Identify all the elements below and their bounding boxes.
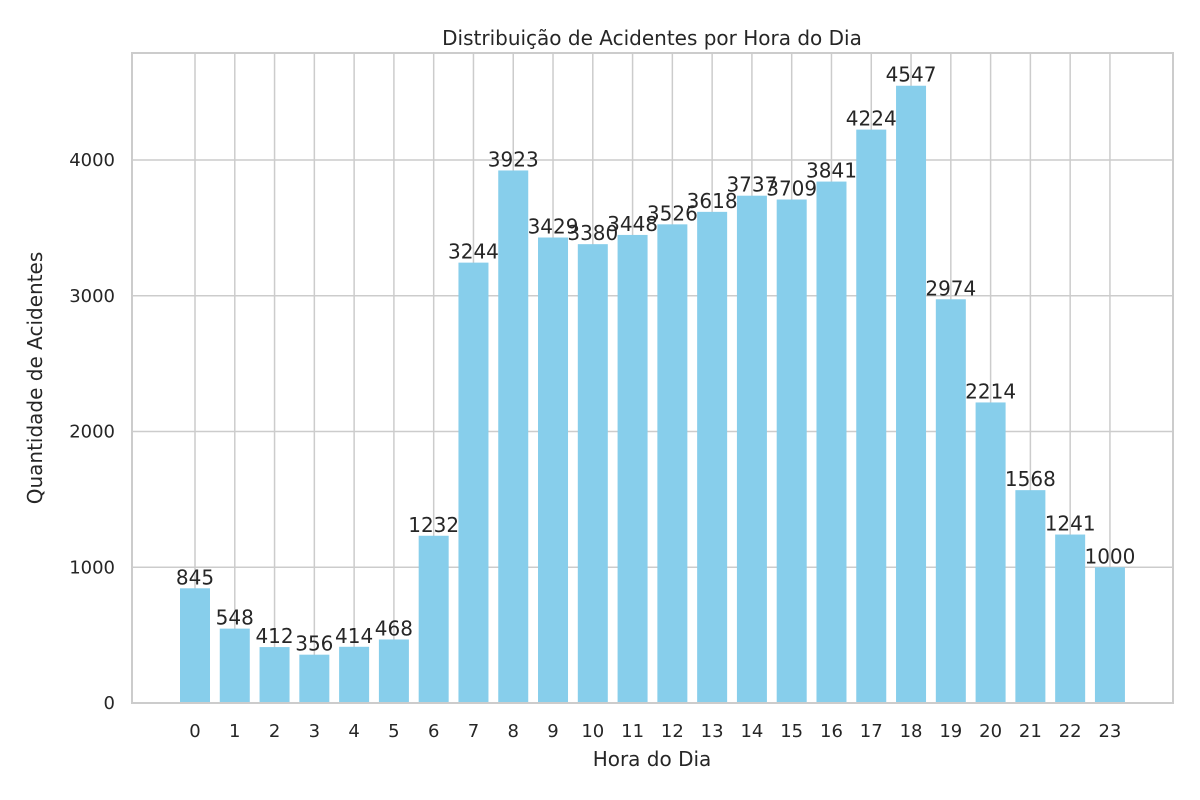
bar [219,628,250,703]
bar [816,181,847,704]
x-tick-label: 3 [309,721,320,742]
y-tick-label: 1000 [69,557,115,578]
bar-value-label: 3709 [766,177,817,201]
bar-value-label: 412 [255,624,293,648]
bar-value-label: 4224 [846,107,897,131]
bar-value-label: 4547 [886,63,937,87]
bar-value-label: 2974 [925,276,976,300]
chart-title: Distribuição de Acidentes por Hora do Di… [442,26,862,50]
x-tick-label: 22 [1059,721,1082,742]
bar-value-label: 468 [375,616,413,640]
bar-value-label: 2214 [965,379,1016,403]
x-tick-label: 17 [860,721,883,742]
bar-value-label: 3923 [488,147,539,171]
bar [259,647,290,703]
y-tick-label: 4000 [69,150,115,171]
x-tick-label: 19 [939,721,962,742]
x-tick-label: 7 [468,721,479,742]
x-tick-label: 9 [547,721,558,742]
bar-value-label: 3429 [528,215,579,239]
x-tick-label: 23 [1098,721,1121,742]
bar [378,639,409,703]
x-tick-label: 5 [388,721,399,742]
y-axis-label: Quantidade de Acidentes [23,252,47,505]
x-tick-label: 14 [740,721,763,742]
bar [617,234,648,703]
y-tick-label: 0 [104,693,115,714]
x-tick-label: 11 [621,721,644,742]
bar [339,646,370,703]
bar [657,224,688,703]
bar-value-label: 3380 [567,221,618,245]
x-tick-label: 6 [428,721,439,742]
bar-value-label: 1241 [1045,512,1096,536]
x-tick-label: 16 [820,721,843,742]
bar [975,402,1006,703]
bar [935,299,966,703]
bar [697,211,728,703]
bar [458,262,489,703]
bar [498,170,529,703]
bar-value-label: 3448 [607,212,658,236]
bar-value-label: 548 [216,606,254,630]
x-tick-label: 12 [661,721,684,742]
bar [1094,567,1125,703]
x-tick-labels: 0 1 2 3 4 5 6 7 8 9 10 11 12 13 14 15 16 17 18 19 20 21 22 23 [189,721,1121,742]
bar-value-label: 1000 [1084,544,1135,568]
bar-value-label: 3244 [448,240,499,264]
x-tick-label: 18 [900,721,923,742]
bar [180,588,210,703]
bar [856,129,887,704]
x-tick-label: 0 [189,721,200,742]
bar [776,199,807,704]
x-tick-label: 8 [508,721,519,742]
bar [1015,490,1046,703]
bar-value-label: 1232 [408,513,459,537]
x-tick-label: 10 [581,721,604,742]
bar-value-label: 3618 [687,189,738,213]
bar-value-label: 356 [295,632,333,656]
plot-frame [131,52,1174,704]
bar [538,237,569,703]
x-tick-label: 13 [701,721,724,742]
y-tick-label: 3000 [69,286,115,307]
bar-value-label: 845 [176,565,214,589]
x-tick-label: 1 [229,721,240,742]
x-axis-label: Hora do Dia [593,747,712,771]
x-tick-label: 21 [1019,721,1042,742]
x-tick-label: 4 [348,721,359,742]
x-tick-label: 20 [979,721,1002,742]
x-tick-label: 15 [780,721,803,742]
bar-value-label: 3526 [647,201,698,225]
y-tick-labels: 0 1000 2000 3000 4000 [69,150,115,714]
bar [577,244,608,704]
bar [896,85,927,703]
x-tick-label: 2 [269,721,280,742]
bar [418,535,449,703]
bar [736,195,767,703]
bars [180,85,1125,704]
y-tick-label: 2000 [69,422,115,443]
bar-value-label: 3841 [806,159,857,183]
bar [1055,534,1086,703]
bar-value-label: 1568 [1005,467,1056,491]
bar [299,654,330,703]
bar-value-label: 414 [335,624,373,648]
bar-value-label: 3737 [726,173,777,197]
